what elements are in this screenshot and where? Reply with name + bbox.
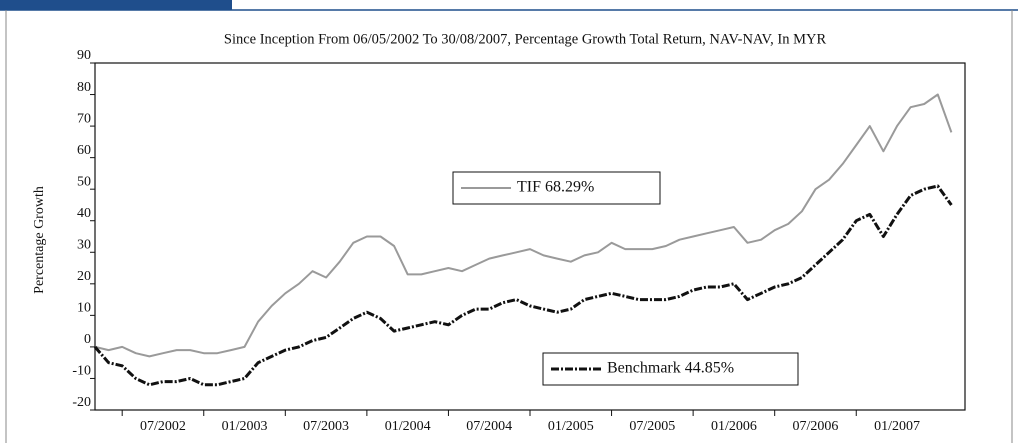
x-tick-label: 07/2005 [629, 419, 675, 434]
y-tick-label: -10 [72, 364, 91, 379]
plot-frame [94, 62, 966, 411]
x-tick-label: 01/2007 [874, 419, 920, 434]
chart-title: Since Inception From 06/05/2002 To 30/08… [224, 31, 827, 47]
x-tick-label: 01/2005 [548, 419, 594, 434]
y-axis-label: Percentage Growth [32, 186, 47, 294]
x-tick-label: 01/2004 [385, 419, 431, 434]
y-tick-label: 70 [77, 111, 91, 126]
x-tick-label: 07/2003 [303, 419, 349, 434]
x-tick-label: 07/2006 [793, 419, 839, 434]
x-tick-label: 01/2006 [711, 419, 757, 434]
y-tick-label: 20 [77, 269, 91, 284]
legend-label: TIF 68.29% [517, 179, 594, 196]
y-tick-label: 30 [77, 237, 91, 252]
series-line [93, 184, 953, 387]
y-tick-label: 50 [77, 174, 91, 189]
y-tick-label: 10 [77, 301, 91, 316]
x-tick-label: 01/2003 [222, 419, 268, 434]
y-tick-label: 90 [77, 48, 91, 63]
y-tick-label: 80 [77, 80, 91, 95]
series-line [94, 93, 953, 358]
y-tick-label: 0 [84, 332, 91, 347]
x-tick-label: 07/2004 [466, 419, 512, 434]
x-tick-label: 07/2002 [140, 419, 186, 434]
y-tick-label: -20 [72, 395, 91, 410]
y-tick-label: 40 [77, 206, 91, 221]
legend-label: Benchmark 44.85% [607, 360, 734, 377]
y-tick-label: 60 [77, 143, 91, 158]
header-tab [0, 0, 232, 10]
